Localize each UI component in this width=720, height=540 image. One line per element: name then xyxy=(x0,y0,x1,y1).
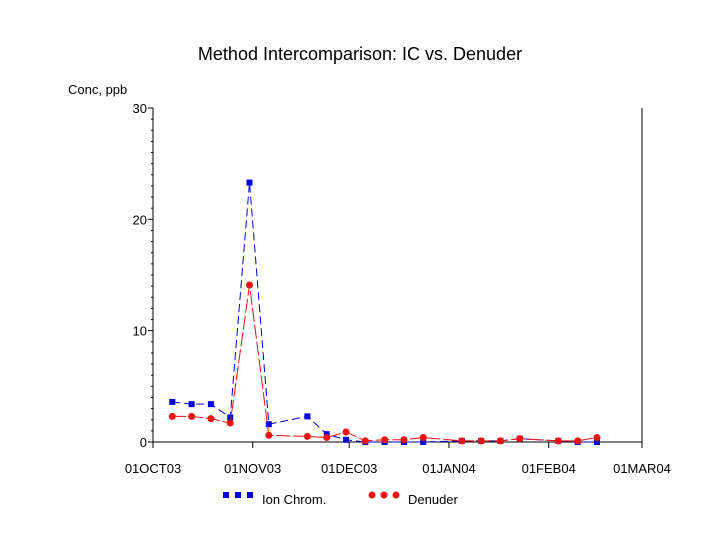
x-tick-label: 01FEB04 xyxy=(522,461,576,476)
data-point-denuder xyxy=(226,419,234,427)
data-point-ion-chrom xyxy=(188,401,195,408)
data-point-ion-chrom xyxy=(343,436,350,443)
data-point-denuder xyxy=(554,437,562,445)
x-tick-label: 01JAN04 xyxy=(422,461,475,476)
legend-marker-denuder xyxy=(380,491,388,499)
data-point-denuder xyxy=(323,434,331,442)
y-tick-label: 10 xyxy=(133,324,147,339)
data-point-ion-chrom xyxy=(265,421,272,428)
series-line-denuder xyxy=(172,284,598,442)
data-point-denuder xyxy=(400,436,408,444)
data-point-ion-chrom xyxy=(169,398,176,405)
data-point-ion-chrom xyxy=(246,179,253,186)
legend-label: Ion Chrom. xyxy=(262,492,326,507)
data-point-denuder xyxy=(265,431,273,439)
chart-title: Method Intercomparison: IC vs. Denuder xyxy=(198,44,522,64)
x-tick-label: 01MAR04 xyxy=(613,461,671,476)
legend-label: Denuder xyxy=(408,492,459,507)
x-tick-label: 01OCT03 xyxy=(125,461,181,476)
data-point-ion-chrom xyxy=(304,413,311,420)
y-axis-label: Conc, ppb xyxy=(68,82,127,97)
data-point-ion-chrom xyxy=(207,401,214,408)
legend-marker-denuder xyxy=(368,491,376,499)
data-point-denuder xyxy=(381,436,389,444)
legend-marker-ion-chrom xyxy=(235,492,241,498)
data-point-denuder xyxy=(361,437,369,445)
data-point-denuder xyxy=(188,412,196,420)
y-tick-label: 30 xyxy=(133,101,147,116)
legend-marker-ion-chrom xyxy=(223,492,229,498)
x-tick-label: 01DEC03 xyxy=(321,461,377,476)
data-point-denuder xyxy=(342,428,350,436)
data-point-denuder xyxy=(477,437,485,445)
series-line-ion-chrom xyxy=(172,182,597,443)
data-point-denuder xyxy=(419,434,427,442)
data-point-denuder xyxy=(458,437,466,445)
y-tick-label: 20 xyxy=(133,212,147,227)
data-point-denuder xyxy=(207,415,215,423)
data-point-denuder xyxy=(246,281,254,289)
legend-marker-denuder xyxy=(392,491,400,499)
data-point-ion-chrom xyxy=(227,414,234,421)
data-point-denuder xyxy=(168,412,176,420)
data-point-denuder xyxy=(574,437,582,445)
data-point-denuder xyxy=(516,435,524,443)
data-point-ion-chrom xyxy=(593,439,600,445)
data-point-denuder xyxy=(496,437,504,445)
data-point-denuder xyxy=(303,432,311,440)
y-tick-label: 0 xyxy=(140,435,147,450)
x-tick-label: 01NOV03 xyxy=(224,461,281,476)
data-point-denuder xyxy=(593,434,601,442)
legend-marker-ion-chrom xyxy=(247,492,253,498)
data-point-ion-chrom xyxy=(420,439,427,445)
